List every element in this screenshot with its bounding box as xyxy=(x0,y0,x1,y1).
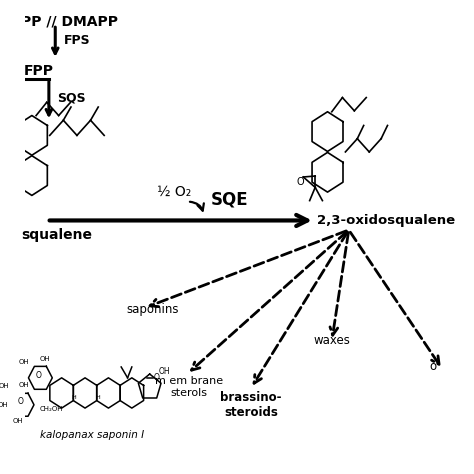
Text: 2,3-oxidosqualene: 2,3-oxidosqualene xyxy=(317,214,455,227)
Text: OH: OH xyxy=(19,359,29,365)
Text: waxes: waxes xyxy=(313,334,350,347)
Text: CH₂OH: CH₂OH xyxy=(40,406,64,412)
Text: kalopanax saponin I: kalopanax saponin I xyxy=(40,430,145,440)
Text: FPS: FPS xyxy=(64,35,91,47)
Text: O: O xyxy=(296,177,304,187)
Text: SQS: SQS xyxy=(57,91,86,104)
Text: o: o xyxy=(429,360,437,373)
Text: OH: OH xyxy=(0,402,8,408)
Text: H: H xyxy=(96,395,100,400)
Text: OH: OH xyxy=(158,367,170,376)
Text: H: H xyxy=(72,395,76,400)
Text: ½ O₂: ½ O₂ xyxy=(157,185,191,199)
Text: O: O xyxy=(36,371,42,380)
Text: O: O xyxy=(154,373,160,382)
Text: brassino-
steroids: brassino- steroids xyxy=(220,391,282,419)
Text: saponins: saponins xyxy=(127,303,179,316)
Text: O: O xyxy=(18,397,23,406)
Text: OH: OH xyxy=(19,382,29,388)
Text: OH: OH xyxy=(39,356,50,362)
Text: squalene: squalene xyxy=(21,228,92,242)
Text: PP // DMAPP: PP // DMAPP xyxy=(21,15,118,29)
Text: OH: OH xyxy=(0,383,9,389)
Text: m em brane
sterols: m em brane sterols xyxy=(155,376,223,398)
Text: OH: OH xyxy=(12,418,23,424)
Text: FPP: FPP xyxy=(23,64,54,79)
Text: SQE: SQE xyxy=(211,190,248,208)
